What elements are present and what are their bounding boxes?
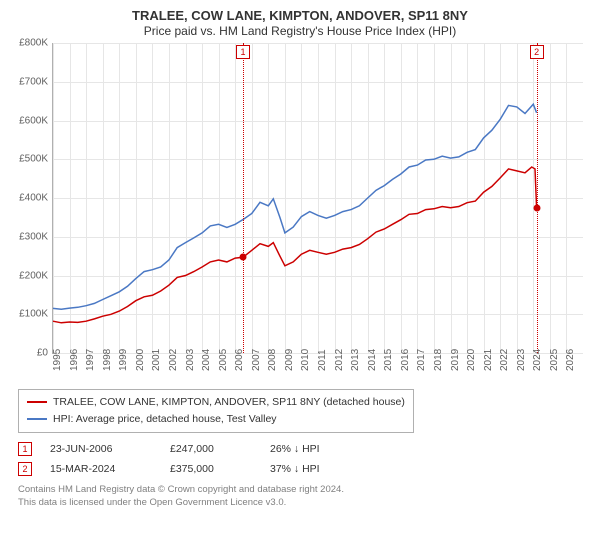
marker-line-1 (243, 43, 244, 353)
marker-row-2: 2 15-MAR-2024 £375,000 37% ↓ HPI (18, 459, 590, 479)
x-axis: 1995199619971998199920002001200220032004… (52, 355, 582, 381)
chart-title: TRALEE, COW LANE, KIMPTON, ANDOVER, SP11… (10, 8, 590, 24)
x-tick-label: 2021 (483, 349, 494, 371)
x-tick-label: 2005 (218, 349, 229, 371)
marker-box-1: 1 (236, 45, 250, 59)
legend-swatch (27, 401, 47, 403)
chart-container: TRALEE, COW LANE, KIMPTON, ANDOVER, SP11… (0, 0, 600, 560)
marker-dot-1 (239, 254, 246, 261)
marker-box-2: 2 (530, 45, 544, 59)
series-line-0 (53, 167, 537, 323)
x-tick-label: 2010 (300, 349, 311, 371)
y-tick-label: £0 (37, 348, 48, 359)
x-tick-label: 2020 (466, 349, 477, 371)
x-tick-label: 1999 (118, 349, 129, 371)
plot-area: 12 (52, 43, 583, 354)
x-tick-label: 2023 (516, 349, 527, 371)
y-tick-label: £300K (19, 231, 48, 242)
x-tick-label: 2015 (383, 349, 394, 371)
legend-label: TRALEE, COW LANE, KIMPTON, ANDOVER, SP11… (53, 396, 405, 408)
x-tick-label: 2000 (135, 349, 146, 371)
y-tick-label: £200K (19, 270, 48, 281)
x-tick-label: 2018 (433, 349, 444, 371)
x-tick-label: 2022 (499, 349, 510, 371)
legend-item-0: TRALEE, COW LANE, KIMPTON, ANDOVER, SP11… (27, 394, 405, 411)
x-tick-label: 2017 (416, 349, 427, 371)
x-tick-label: 2014 (367, 349, 378, 371)
x-tick-label: 2001 (151, 349, 162, 371)
series-line-1 (53, 104, 537, 309)
marker-row-delta: 26% ↓ HPI (270, 443, 380, 455)
legend: TRALEE, COW LANE, KIMPTON, ANDOVER, SP11… (18, 389, 414, 433)
x-tick-label: 2012 (334, 349, 345, 371)
x-tick-label: 2024 (532, 349, 543, 371)
line-series-svg (53, 43, 583, 353)
marker-row-price: £375,000 (170, 463, 260, 475)
marker-row-box: 2 (18, 462, 32, 476)
x-tick-label: 1997 (85, 349, 96, 371)
x-tick-label: 2003 (185, 349, 196, 371)
x-tick-label: 2007 (251, 349, 262, 371)
x-tick-label: 2006 (234, 349, 245, 371)
footer-line-2: This data is licensed under the Open Gov… (18, 496, 590, 509)
x-tick-label: 2002 (168, 349, 179, 371)
x-tick-label: 2019 (450, 349, 461, 371)
marker-row-box: 1 (18, 442, 32, 456)
y-tick-label: £100K (19, 309, 48, 320)
y-tick-label: £600K (19, 115, 48, 126)
footer-line-1: Contains HM Land Registry data © Crown c… (18, 483, 590, 496)
x-tick-label: 2025 (549, 349, 560, 371)
x-tick-label: 1998 (102, 349, 113, 371)
y-tick-label: £800K (19, 38, 48, 49)
legend-item-1: HPI: Average price, detached house, Test… (27, 411, 405, 428)
marker-row-1: 1 23-JUN-2006 £247,000 26% ↓ HPI (18, 439, 590, 459)
x-tick-label: 2009 (284, 349, 295, 371)
marker-row-price: £247,000 (170, 443, 260, 455)
x-tick-label: 2008 (267, 349, 278, 371)
x-tick-label: 2004 (201, 349, 212, 371)
y-tick-label: £500K (19, 154, 48, 165)
legend-swatch (27, 418, 47, 420)
x-tick-label: 2016 (400, 349, 411, 371)
chart-footer: Contains HM Land Registry data © Crown c… (18, 483, 590, 510)
marker-line-2 (537, 43, 538, 353)
marker-row-delta: 37% ↓ HPI (270, 463, 380, 475)
marker-dot-2 (533, 204, 540, 211)
x-tick-label: 2013 (350, 349, 361, 371)
x-tick-label: 2026 (565, 349, 576, 371)
x-tick-label: 1995 (52, 349, 63, 371)
legend-label: HPI: Average price, detached house, Test… (53, 413, 277, 425)
markers-table: 1 23-JUN-2006 £247,000 26% ↓ HPI 2 15-MAR-202… (18, 439, 590, 479)
y-tick-label: £700K (19, 76, 48, 87)
x-tick-label: 2011 (317, 350, 328, 372)
marker-row-date: 15-MAR-2024 (50, 463, 160, 475)
y-axis: £0£100K£200K£300K£400K£500K£600K£700K£80… (10, 43, 50, 353)
chart-area: £0£100K£200K£300K£400K£500K£600K£700K£80… (10, 43, 590, 383)
y-tick-label: £400K (19, 193, 48, 204)
marker-row-date: 23-JUN-2006 (50, 443, 160, 455)
chart-subtitle: Price paid vs. HM Land Registry's House … (10, 24, 590, 40)
x-tick-label: 1996 (69, 349, 80, 371)
